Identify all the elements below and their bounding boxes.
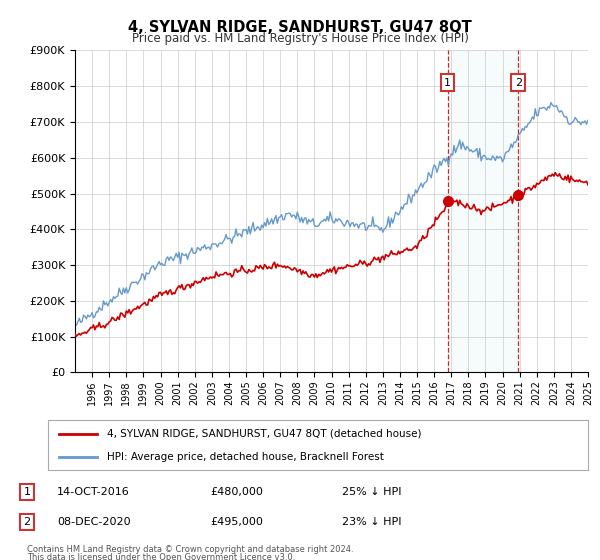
Text: £480,000: £480,000 [210, 487, 263, 497]
Text: This data is licensed under the Open Government Licence v3.0.: This data is licensed under the Open Gov… [27, 553, 295, 560]
Text: 25% ↓ HPI: 25% ↓ HPI [342, 487, 401, 497]
Text: 2: 2 [515, 78, 522, 87]
Text: 14-OCT-2016: 14-OCT-2016 [57, 487, 130, 497]
Text: 1: 1 [23, 487, 31, 497]
Text: 4, SYLVAN RIDGE, SANDHURST, GU47 8QT (detached house): 4, SYLVAN RIDGE, SANDHURST, GU47 8QT (de… [107, 428, 422, 438]
Text: 23% ↓ HPI: 23% ↓ HPI [342, 517, 401, 527]
Text: 2: 2 [23, 517, 31, 527]
Text: 4, SYLVAN RIDGE, SANDHURST, GU47 8QT: 4, SYLVAN RIDGE, SANDHURST, GU47 8QT [128, 20, 472, 35]
Text: Price paid vs. HM Land Registry's House Price Index (HPI): Price paid vs. HM Land Registry's House … [131, 32, 469, 45]
Text: £495,000: £495,000 [210, 517, 263, 527]
FancyBboxPatch shape [48, 420, 588, 470]
Bar [448, 50, 518, 372]
Text: HPI: Average price, detached house, Bracknell Forest: HPI: Average price, detached house, Brac… [107, 452, 384, 462]
Text: Contains HM Land Registry data © Crown copyright and database right 2024.: Contains HM Land Registry data © Crown c… [27, 545, 353, 554]
Text: 1: 1 [444, 78, 451, 87]
Text: 08-DEC-2020: 08-DEC-2020 [57, 517, 131, 527]
